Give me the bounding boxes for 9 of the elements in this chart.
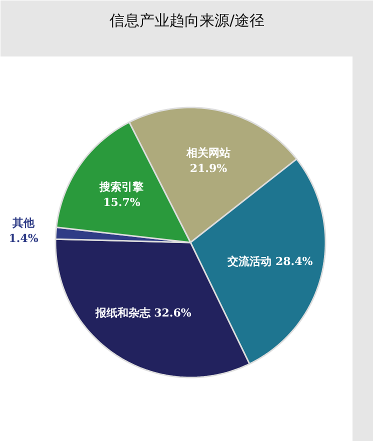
chart-title: 信息产业趋向来源/途径 [109,12,265,30]
slice-label: 相关网站 [186,146,230,160]
slice-label: 其他 [12,216,36,230]
data-label: 15.7% [103,196,141,210]
slice-label: 搜索引擎 [98,180,145,194]
slice-label: 报纸和杂志 32.6% [94,306,192,320]
data-label: 1.4% [8,232,39,246]
data-label: 21.9% [190,162,228,176]
slice-label: 交流活动 28.4% [226,254,314,268]
